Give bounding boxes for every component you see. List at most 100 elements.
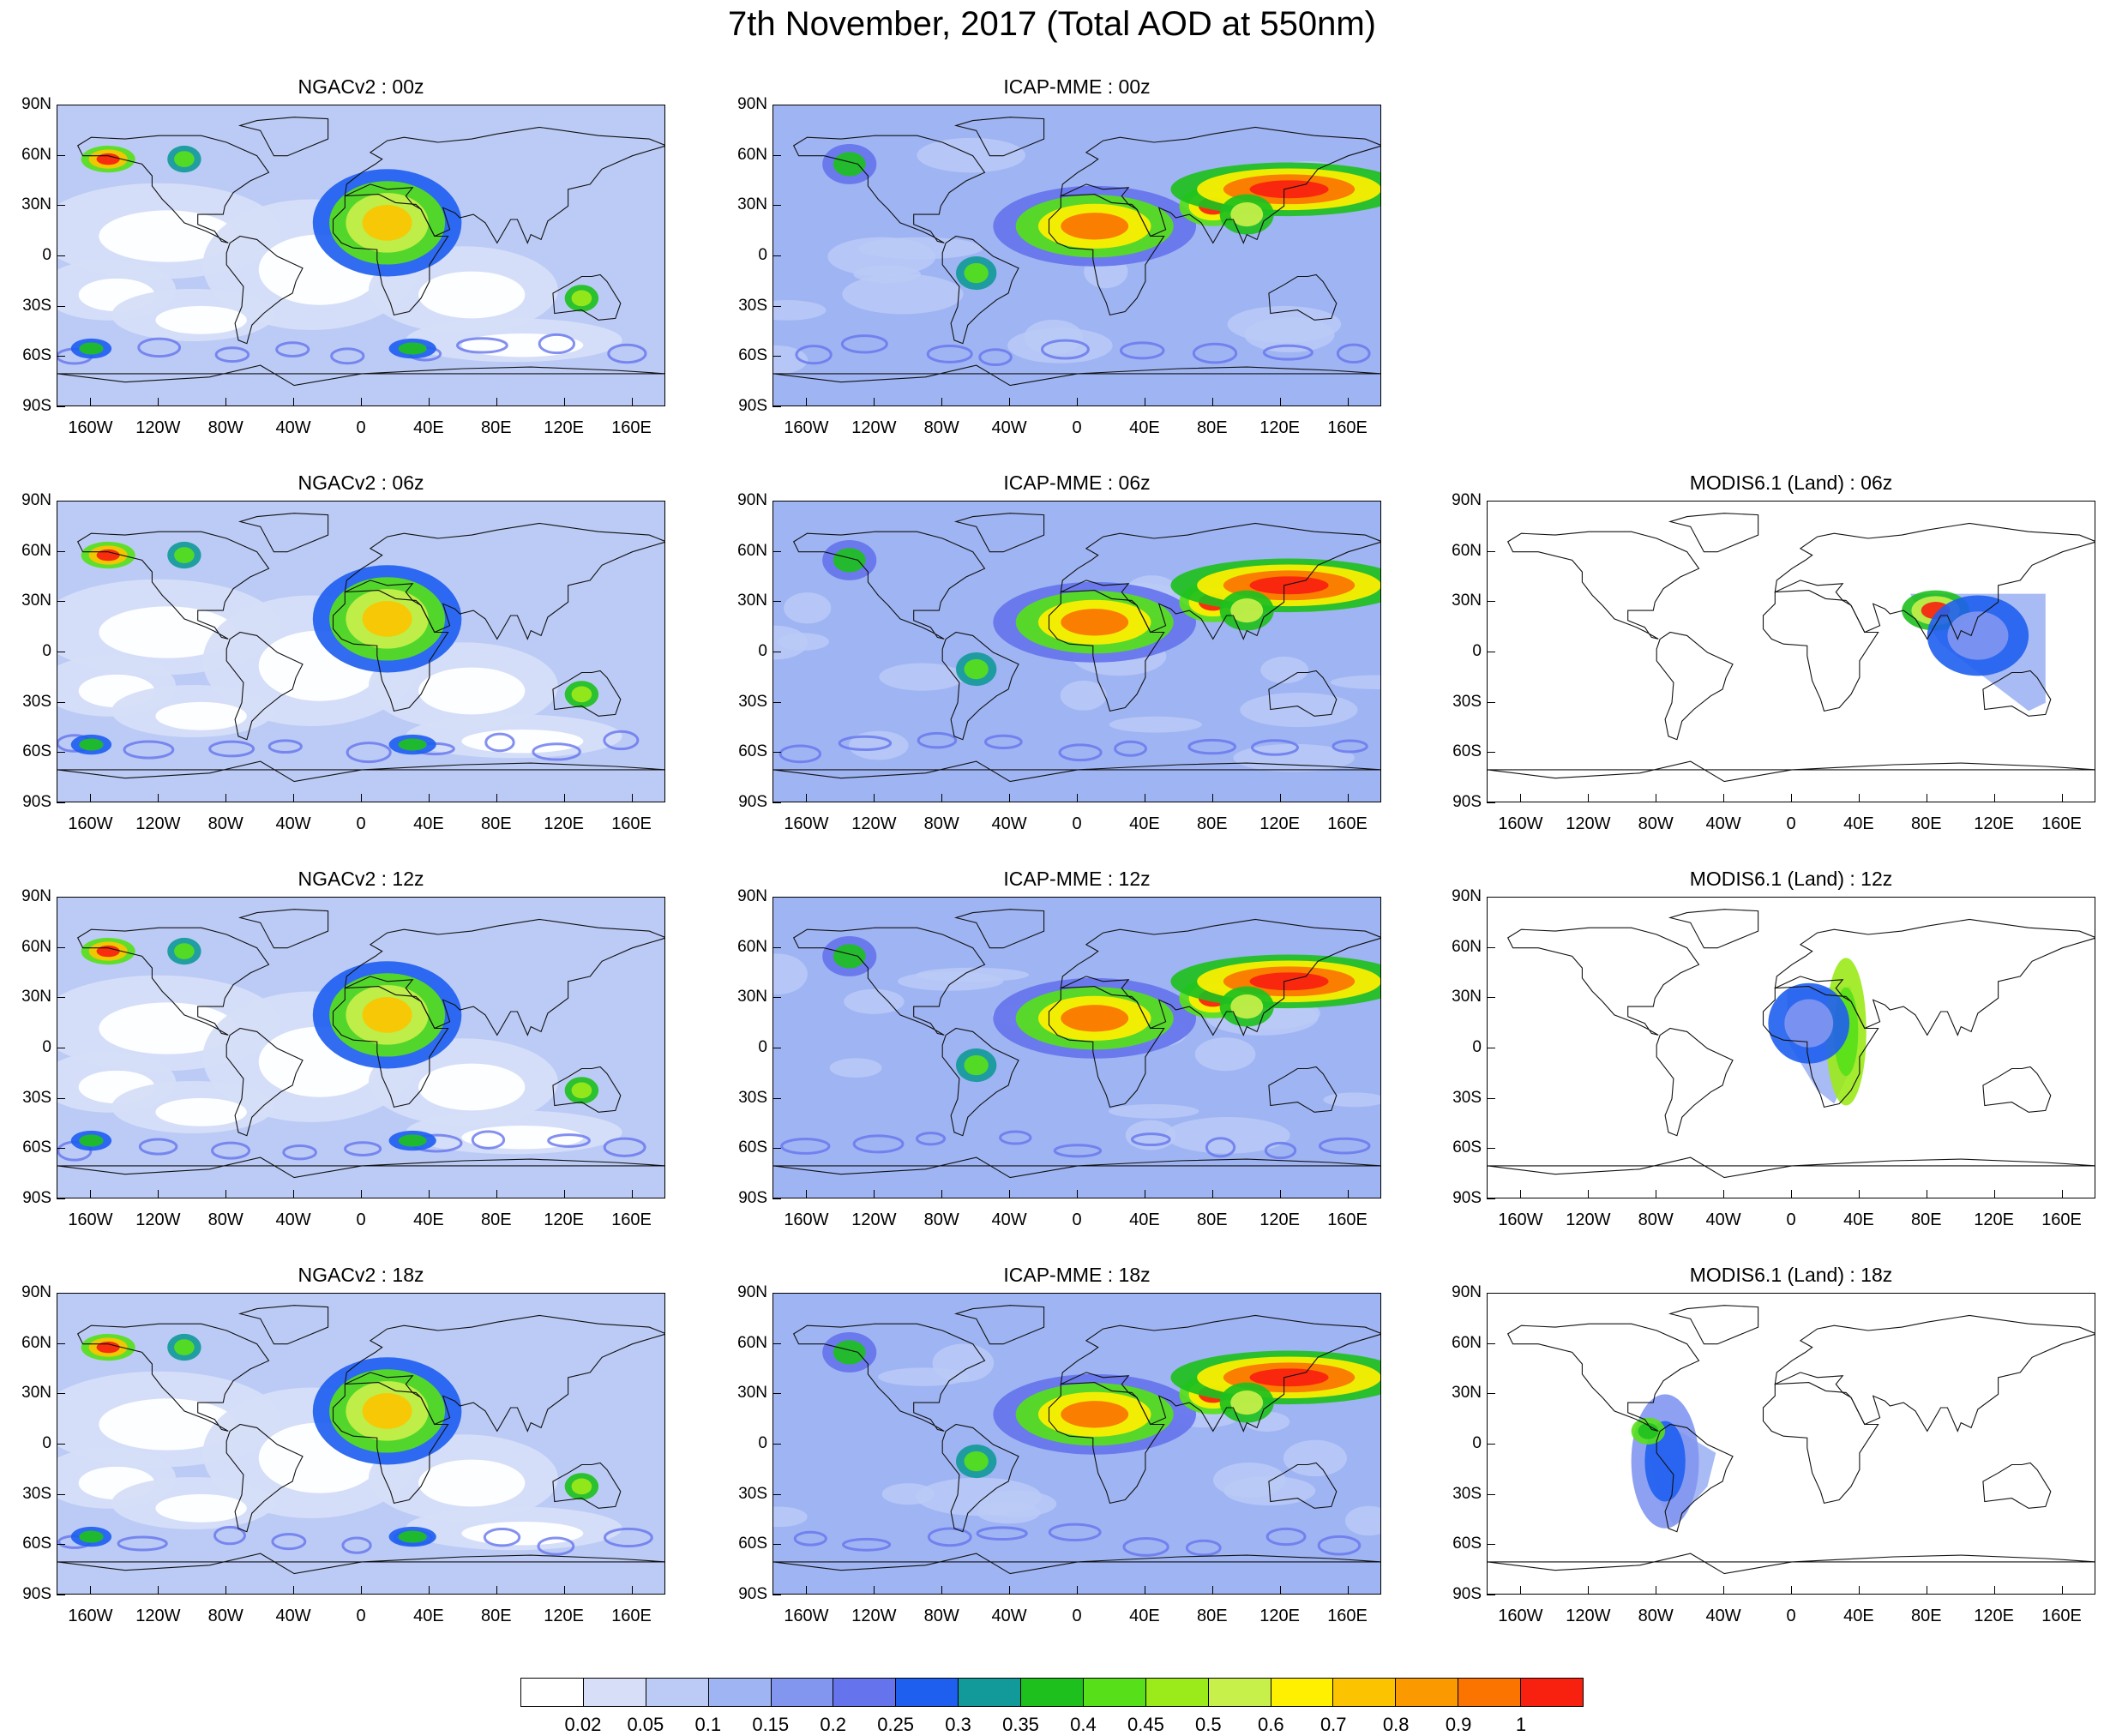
longitude-label: 160E: [611, 1210, 652, 1229]
longitude-label: 40E: [1129, 418, 1160, 437]
longitude-label: 0: [356, 1607, 366, 1625]
longitude-label: 80E: [1910, 1210, 1942, 1229]
lon-tick: [1347, 1586, 1349, 1595]
longitude-label: 0: [1786, 1607, 1796, 1625]
lon-tick: [496, 1190, 497, 1198]
longitude-label: 40W: [991, 1607, 1027, 1625]
lon-tick: [1588, 1586, 1590, 1595]
lat-tick: [57, 205, 65, 207]
latitude-label: 90S: [738, 1189, 767, 1207]
longitude-label: 40W: [275, 814, 311, 833]
lat-tick: [772, 550, 781, 552]
longitude-label: 40W: [275, 1210, 311, 1229]
lat-tick: [57, 1343, 65, 1344]
aod-map: [1487, 897, 2095, 1198]
panel-title: MODIS6.1 (Land) : 12z: [1689, 868, 1893, 890]
latitude-label: 90S: [22, 397, 51, 415]
longitude-label: 80E: [480, 814, 512, 833]
lon-tick: [90, 794, 92, 802]
coastline-overlay: [773, 117, 1380, 387]
lon-tick: [1520, 1190, 1522, 1198]
lon-tick: [90, 1586, 92, 1595]
latitude-label: 60N: [737, 1333, 767, 1352]
lon-tick: [2061, 1586, 2063, 1595]
longitude-label: 160W: [1498, 1607, 1543, 1625]
latitude-label: 0: [758, 642, 767, 660]
latitude-label: 30S: [1452, 1088, 1482, 1107]
longitude-label: 160E: [2041, 814, 2082, 833]
lat-tick: [57, 946, 65, 948]
colorbar-box: [521, 1679, 584, 1706]
coastline-overlay: [773, 1305, 1380, 1575]
lon-tick: [428, 398, 430, 406]
latitude-label: 90S: [738, 1585, 767, 1603]
lat-tick: [772, 752, 781, 754]
aod-field: [57, 898, 664, 1198]
lon-tick: [158, 794, 159, 802]
latitude-label: 0: [758, 1434, 767, 1452]
coastline-overlay: [57, 117, 664, 387]
lon-tick: [563, 1190, 565, 1198]
colorbar-label: 0.5: [1195, 1714, 1222, 1735]
lat-tick: [1487, 1393, 1495, 1395]
lat-tick: [57, 406, 65, 407]
longitude-label: 40W: [275, 418, 311, 437]
lon-tick: [874, 1586, 875, 1595]
latitude-label: 30S: [22, 1088, 51, 1107]
lat-tick: [1487, 1493, 1495, 1495]
lon-tick: [1347, 1190, 1349, 1198]
lat-tick: [57, 1148, 65, 1150]
longitude-label: 160E: [611, 814, 652, 833]
latitude-label: 60S: [22, 346, 51, 365]
colorbar-label: 0.02: [564, 1714, 602, 1735]
lat-tick: [57, 255, 65, 256]
longitude-label: 80E: [480, 418, 512, 437]
lon-tick: [428, 794, 430, 802]
latitude-label: 30S: [1452, 1484, 1482, 1503]
latitude-label: 30S: [738, 1484, 767, 1503]
lon-tick: [631, 794, 633, 802]
lon-tick: [1723, 1586, 1725, 1595]
latitude-label: 30N: [737, 1384, 767, 1403]
map-panel-ngac-06: NGACv2 : 06z 90N 60N 30N 0 30S 60S 90S 160W 120W 8…: [0, 472, 665, 833]
panel-title: MODIS6.1 (Land) : 18z: [1689, 1264, 1893, 1286]
longitude-label: 120W: [135, 418, 181, 437]
aod-colorbar: [520, 1678, 1584, 1707]
aod-map: [57, 501, 665, 802]
lon-tick: [1077, 1586, 1078, 1595]
colorbar-box: [771, 1679, 834, 1706]
lon-tick: [496, 794, 497, 802]
lat-tick: [57, 1393, 65, 1395]
latitude-label: 30N: [21, 988, 51, 1006]
lat-tick: [772, 1198, 781, 1199]
coastline-overlay: [1488, 909, 2095, 1179]
lon-tick: [428, 1190, 430, 1198]
lon-tick: [293, 794, 295, 802]
coastline-overlay: [57, 909, 664, 1179]
lon-tick: [1009, 1190, 1011, 1198]
lon-tick: [1993, 1190, 1995, 1198]
latitude-label: 90N: [737, 887, 767, 905]
latitude-label: 90N: [21, 887, 51, 905]
latitude-label: 90S: [738, 793, 767, 811]
longitude-label: 160E: [1327, 418, 1368, 437]
lon-tick: [941, 794, 943, 802]
longitude-label: 0: [1786, 814, 1796, 833]
lon-tick: [1347, 398, 1349, 406]
figure-title: 7th November, 2017 (Total AOD at 550nm): [728, 5, 1376, 43]
lat-tick: [772, 997, 781, 999]
latitude-label: 60S: [1452, 1138, 1482, 1157]
longitude-label: 80E: [1196, 1210, 1228, 1229]
longitude-label: 160W: [68, 418, 113, 437]
longitude-label: 40E: [1843, 1210, 1874, 1229]
lat-tick: [1487, 1097, 1495, 1099]
lat-tick: [57, 802, 65, 803]
aod-map: [772, 1293, 1381, 1595]
latitude-label: 30S: [22, 692, 51, 711]
lon-tick: [1279, 794, 1281, 802]
lon-tick: [1588, 794, 1590, 802]
lon-tick: [1077, 398, 1078, 406]
lat-tick: [57, 701, 65, 703]
colorbar-box: [1083, 1679, 1146, 1706]
lon-tick: [806, 1190, 808, 1198]
